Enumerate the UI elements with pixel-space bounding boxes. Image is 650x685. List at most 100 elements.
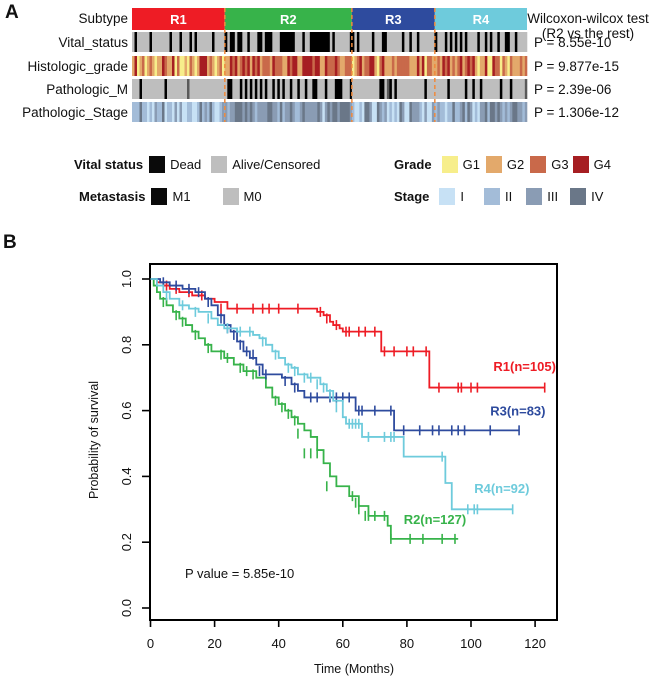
stage-cell xyxy=(339,102,343,122)
grade-cell xyxy=(492,56,496,76)
pathologic-m-cell xyxy=(304,79,308,99)
vital-status-cell xyxy=(227,32,231,52)
pathologic-m-cell xyxy=(237,79,241,99)
vital-status-cell xyxy=(409,32,413,52)
legend-label-dead: Dead xyxy=(170,157,202,172)
stage-cell xyxy=(264,102,268,122)
x-axis-label: Time (Months) xyxy=(314,662,394,676)
stage-cell xyxy=(277,102,281,122)
stage-cell xyxy=(379,102,383,122)
vital-status-cell xyxy=(214,32,218,52)
pathologic-m-cell xyxy=(149,79,153,99)
stage-cell xyxy=(519,102,523,122)
x-tick-label: 0 xyxy=(147,636,154,651)
vital-status-cell xyxy=(337,32,341,52)
vital-status-cell xyxy=(399,32,403,52)
grade-cell xyxy=(497,56,501,76)
stage-cell xyxy=(416,102,420,122)
grade-cell xyxy=(431,56,435,76)
grade-cell xyxy=(452,56,456,76)
vital-status-cell xyxy=(354,32,358,52)
pathologic-m-cell xyxy=(182,79,185,99)
pathologic-m-cell xyxy=(416,79,420,99)
stage-cell xyxy=(489,102,493,122)
panel-b-label: B xyxy=(3,232,17,253)
stage-cell xyxy=(304,102,308,122)
grade-cell xyxy=(279,56,283,76)
pathologic-m-cell xyxy=(244,79,248,99)
pathologic-m-cell xyxy=(369,79,373,99)
pathologic-m-cell xyxy=(252,79,256,99)
pathologic-m-cell xyxy=(474,79,478,99)
stage-cell xyxy=(244,102,248,122)
pathologic-m-cell xyxy=(282,79,286,99)
grade-cell xyxy=(437,56,441,76)
series-label-r3: R3(n=83) xyxy=(490,404,545,419)
stage-cell xyxy=(204,102,208,122)
pathologic-m-cell xyxy=(262,79,266,99)
pathologic-m-cell xyxy=(314,79,318,99)
stage-cell xyxy=(332,102,336,122)
vital-status-cell xyxy=(369,32,373,52)
pathologic-m-cell xyxy=(344,79,348,99)
grade-cell xyxy=(159,56,163,76)
pathologic-m-cell xyxy=(424,79,428,99)
grade-cell xyxy=(267,56,271,76)
grade-cell xyxy=(459,56,463,76)
vital-status-cell xyxy=(404,32,408,52)
vital-status-cell xyxy=(454,32,458,52)
pathologic-m-cell xyxy=(394,79,398,99)
stage-cell xyxy=(484,102,488,122)
pathologic-m-cell xyxy=(354,79,358,99)
vital-status-cell xyxy=(162,32,165,52)
pathologic-m-cell xyxy=(487,79,491,99)
pathologic-m-cell xyxy=(359,79,363,99)
stage-cell xyxy=(179,102,183,122)
legend-swatch-stage-i xyxy=(439,188,456,205)
pathologic-m-cell xyxy=(214,79,218,99)
pathologic-m-cell xyxy=(502,79,506,99)
pathologic-m-cell xyxy=(307,79,311,99)
test-subtitle: (R2 vs the rest) xyxy=(542,26,634,41)
vital-status-cell xyxy=(414,32,418,52)
grade-cell xyxy=(264,56,268,76)
grade-cell xyxy=(449,56,453,76)
grade-cell xyxy=(439,56,443,76)
vital-status-cell xyxy=(232,32,236,52)
vital-status-cell xyxy=(522,32,526,52)
series-label-r1: R1(n=105) xyxy=(493,359,556,374)
series-r2 xyxy=(150,278,459,544)
pathologic-m-cell xyxy=(386,79,390,99)
subtype-label-r4: R4 xyxy=(473,12,490,27)
pathologic-m-cell xyxy=(401,79,405,99)
subtype-segment-r1 xyxy=(132,8,225,30)
grade-cell xyxy=(499,56,503,76)
stage-cell xyxy=(404,102,408,122)
stage-cell xyxy=(147,102,150,122)
stage-cell xyxy=(289,102,293,122)
pathologic-m-cell xyxy=(454,79,458,99)
pathologic-m-cell xyxy=(384,79,388,99)
pathologic-m-cell xyxy=(419,79,423,99)
grade-cell xyxy=(172,56,175,76)
pathologic-m-cell xyxy=(212,79,215,99)
stage-cell xyxy=(312,102,316,122)
pathologic-m-cell xyxy=(197,79,200,99)
stage-cell xyxy=(317,102,321,122)
vital-status-cell xyxy=(524,32,528,52)
grade-cell xyxy=(399,56,403,76)
grade-cell xyxy=(207,56,210,76)
vital-status-cell xyxy=(154,32,158,52)
grade-cell xyxy=(512,56,516,76)
vital-status-cell xyxy=(437,32,441,52)
row-label-vital-status: Vital_status xyxy=(58,35,128,50)
vital-status-cell xyxy=(267,32,271,52)
pathologic-m-cell xyxy=(389,79,393,99)
grade-cell xyxy=(447,56,451,76)
vital-status-cell xyxy=(152,32,155,52)
stage-cell xyxy=(297,102,301,122)
stage-cell xyxy=(351,102,355,122)
grade-cell xyxy=(509,56,513,76)
pathologic-m-cell xyxy=(449,79,453,99)
grade-cell xyxy=(524,56,528,76)
